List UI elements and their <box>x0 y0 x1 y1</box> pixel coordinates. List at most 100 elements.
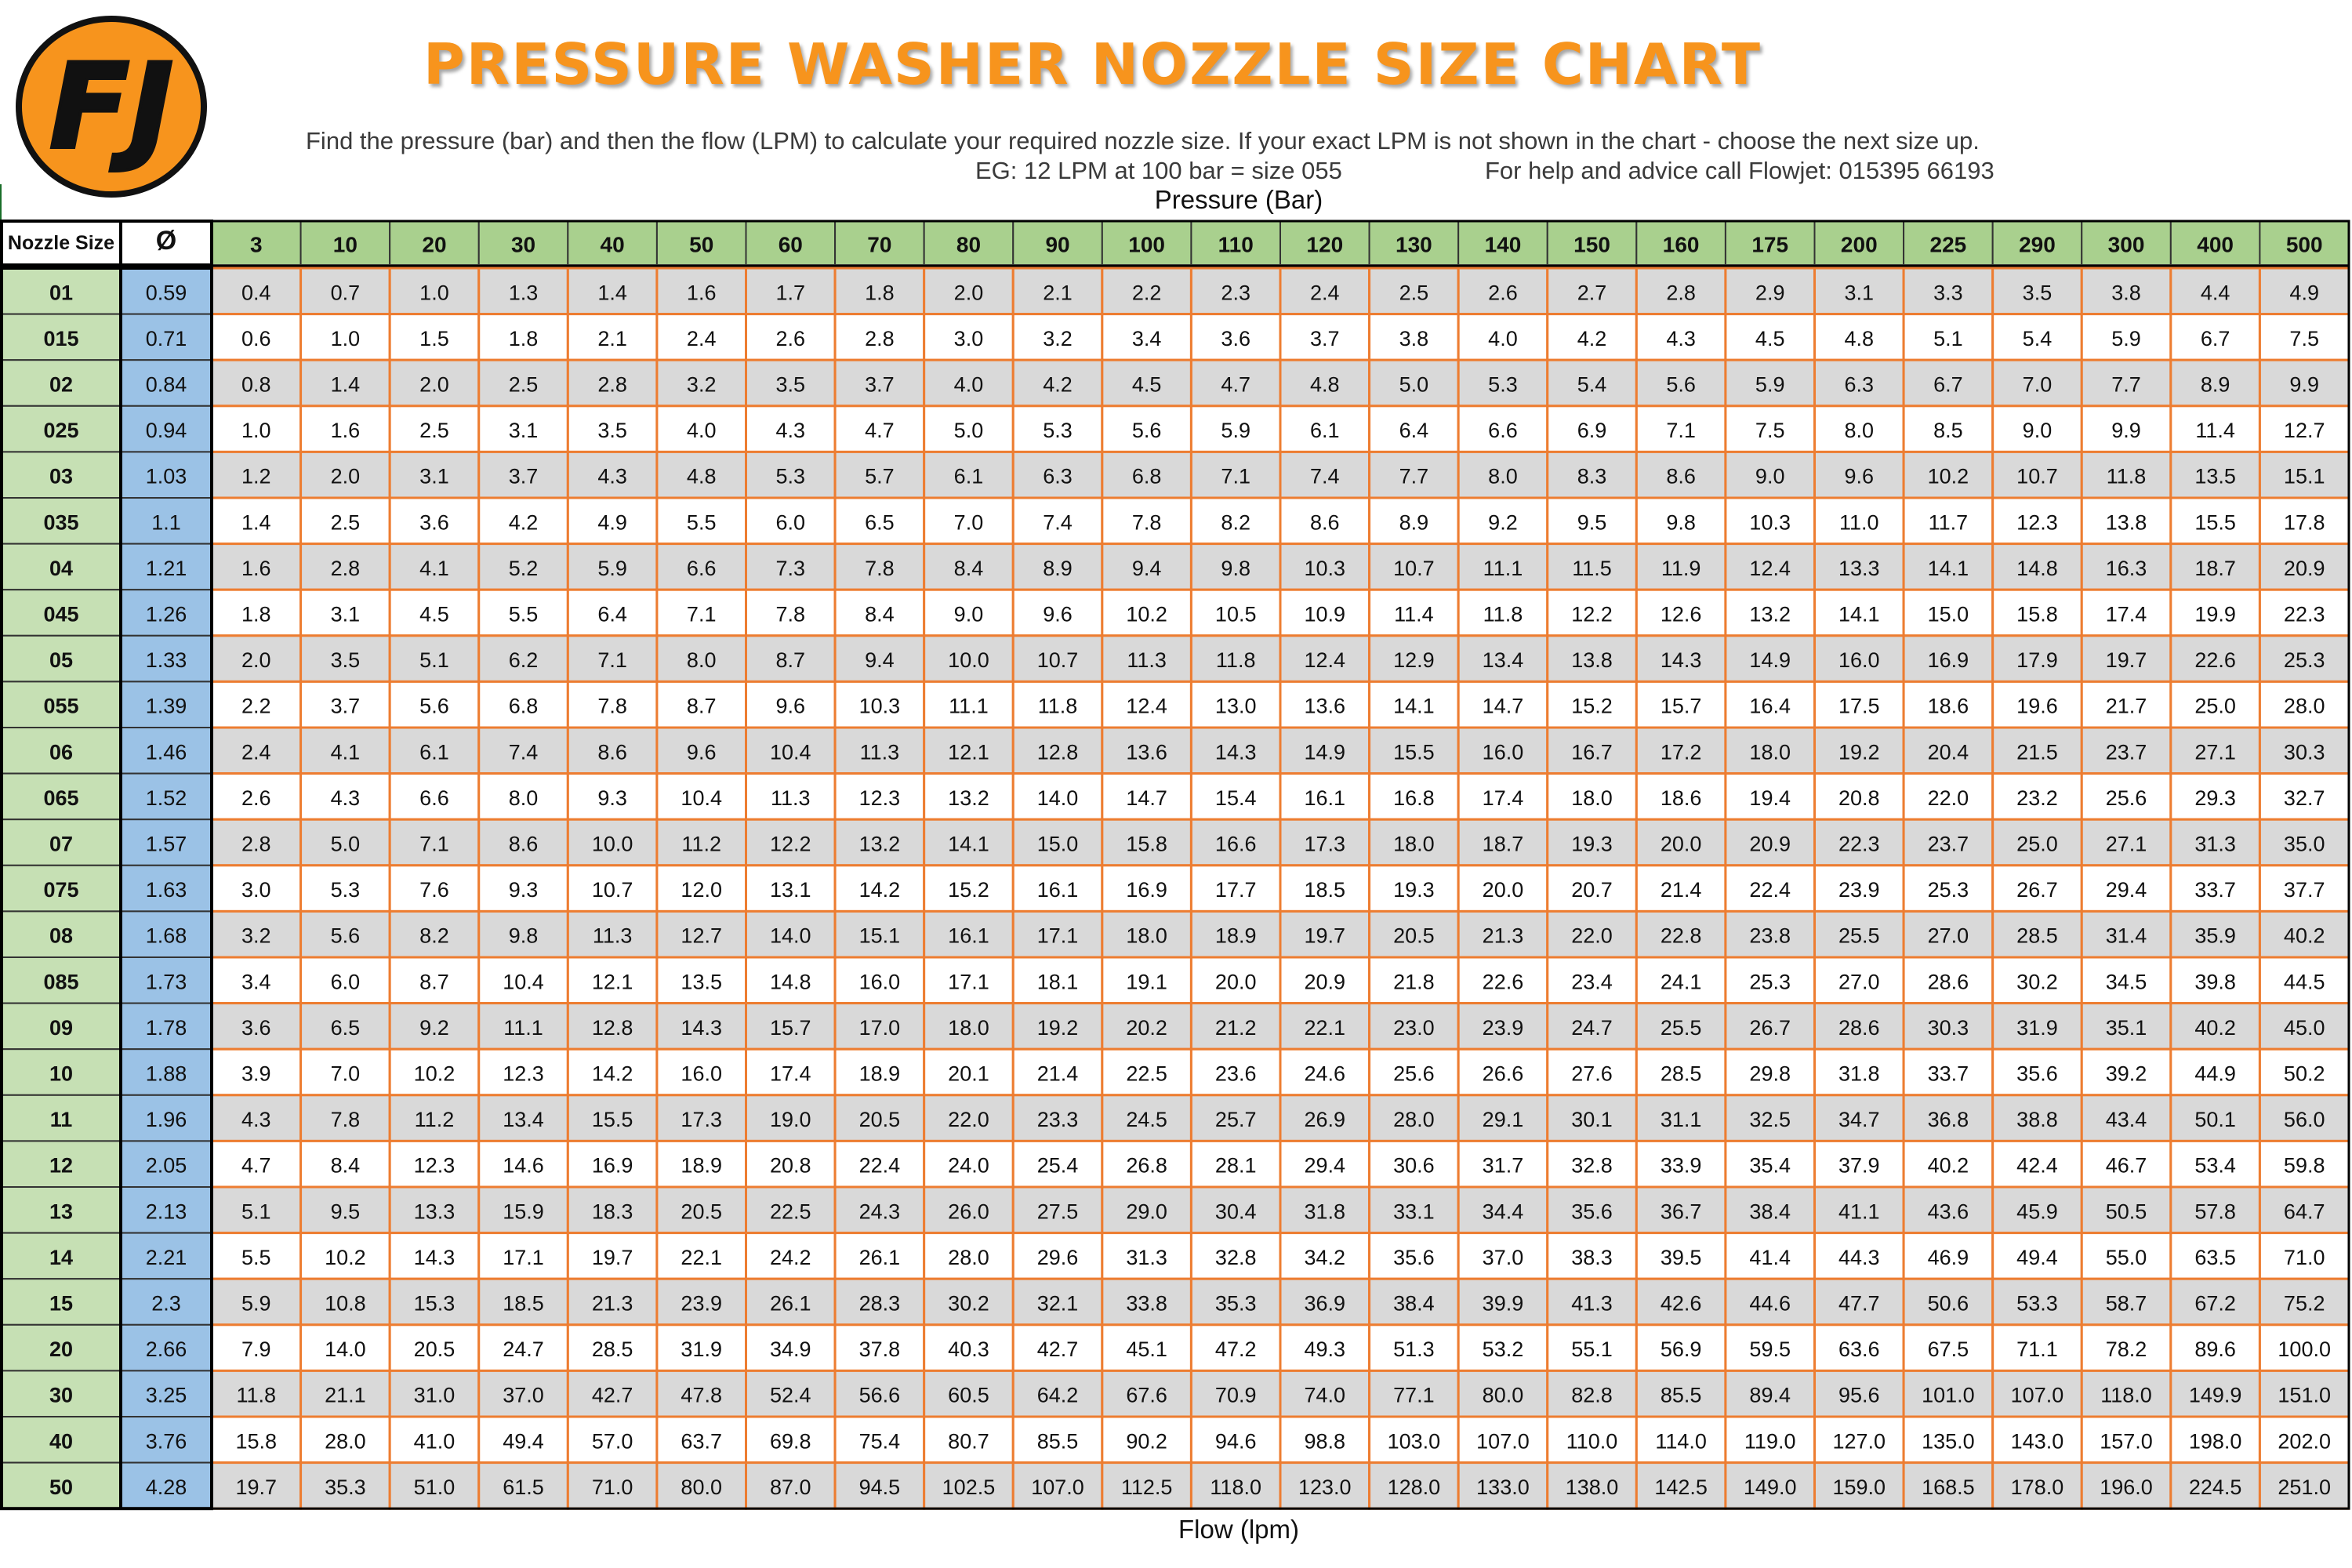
flow-value: 3.8 <box>2111 281 2141 304</box>
flow-value: 12.8 <box>592 1016 633 1040</box>
flow-cell <box>1546 267 1638 316</box>
flow-cell <box>1813 1277 1905 1327</box>
flow-cell <box>1991 313 2083 361</box>
nozzle-size-label: 50 <box>49 1475 73 1499</box>
flow-value: 102.5 <box>942 1475 996 1499</box>
flow-value: 6.6 <box>687 557 717 580</box>
flow-value: 11.4 <box>1394 603 1434 626</box>
flow-value: 1.6 <box>331 419 361 442</box>
flow-value: 20.0 <box>1661 833 1702 856</box>
flow-cell <box>1991 1047 2083 1097</box>
flow-cell <box>299 1002 391 1051</box>
flow-value: 35.3 <box>325 1475 366 1499</box>
flow-value: 6.0 <box>776 510 806 534</box>
flow-value: 32.5 <box>1749 1108 1791 1131</box>
flow-value: 44.6 <box>1749 1292 1791 1316</box>
flow-value: 2.2 <box>241 695 271 718</box>
flow-value: 12.1 <box>948 740 989 764</box>
flow-value: 11.3 <box>593 924 633 948</box>
flow-cell <box>1991 450 2083 499</box>
flow-cell <box>1991 1232 2083 1280</box>
flow-value: 4.9 <box>597 510 627 534</box>
flow-cell <box>1902 1415 1994 1465</box>
flow-value: 4.3 <box>331 786 361 810</box>
flow-value: 21.3 <box>1483 924 1524 948</box>
nozzle-size-cell <box>1 634 122 683</box>
flow-value: 30.4 <box>1215 1200 1257 1223</box>
flow-value: 2.6 <box>776 327 806 350</box>
pressure-header-label: 80 <box>956 233 981 257</box>
flow-value: 11.2 <box>681 833 721 856</box>
flow-value: 16.0 <box>681 1062 722 1086</box>
flow-value: 77.1 <box>1393 1384 1435 1407</box>
flow-cell <box>299 864 391 913</box>
flow-cell <box>745 726 837 775</box>
nozzle-size-label: 01 <box>49 281 73 304</box>
flow-value: 12.9 <box>1393 648 1435 672</box>
flow-value: 17.3 <box>681 1108 722 1131</box>
flow-value: 12.1 <box>592 970 633 993</box>
flow-cell <box>388 1094 481 1142</box>
flow-cell <box>655 543 748 591</box>
flow-value: 38.3 <box>1571 1246 1613 1269</box>
flow-cell <box>833 1094 926 1142</box>
diameter-label: 1.03 <box>146 465 187 488</box>
flow-value: 6.1 <box>1310 419 1340 442</box>
flow-value: 22.0 <box>1928 786 1969 810</box>
flow-value: 90.2 <box>1126 1429 1167 1453</box>
flow-cell <box>1635 313 1727 361</box>
flow-cell <box>1457 267 1549 316</box>
flow-value: 71.0 <box>2284 1246 2325 1269</box>
flow-cell <box>1101 864 1192 913</box>
flow-value: 3.0 <box>241 878 271 902</box>
flow-value: 23.7 <box>2106 740 2147 764</box>
flow-value: 19.1 <box>1126 970 1167 993</box>
nozzle-size-cell <box>1 681 122 729</box>
diameter-label: 1.1 <box>151 510 181 534</box>
flow-value: 42.4 <box>2016 1154 2058 1178</box>
flow-cell <box>1635 1369 1727 1418</box>
flow-value: 36.9 <box>1305 1292 1346 1316</box>
flow-value: 32.1 <box>1037 1292 1079 1316</box>
flow-value: 2.0 <box>954 281 984 304</box>
pressure-header-cell <box>834 220 925 266</box>
flow-value: 63.5 <box>2194 1246 2236 1269</box>
flow-value: 9.2 <box>419 1016 449 1040</box>
flow-value: 19.6 <box>2016 695 2058 718</box>
flow-cell <box>1368 450 1460 499</box>
flow-cell <box>1457 772 1549 821</box>
flow-value: 198.0 <box>2189 1429 2242 1453</box>
flow-value: 2.3 <box>1221 281 1250 304</box>
flow-value: 224.5 <box>2189 1475 2242 1499</box>
nozzle-size-label: 04 <box>49 557 73 580</box>
flow-cell <box>299 1369 391 1418</box>
flow-value: 4.1 <box>331 740 361 764</box>
flow-cell <box>833 680 926 729</box>
flow-value: 11.8 <box>237 1384 277 1407</box>
flow-value: 5.9 <box>1221 419 1250 442</box>
flow-value: 151.0 <box>2278 1384 2331 1407</box>
flow-value: 0.8 <box>241 373 271 397</box>
flow-cell <box>1902 496 1994 546</box>
flow-cell <box>2169 1232 2261 1280</box>
flow-value: 11.7 <box>1929 510 1969 534</box>
flow-value: 47.7 <box>1838 1292 1880 1316</box>
flow-value: 16.3 <box>2106 557 2147 580</box>
flow-value: 9.8 <box>1221 557 1250 580</box>
flow-cell <box>210 956 303 1005</box>
flow-cell <box>923 772 1014 821</box>
flow-cell <box>566 1139 659 1189</box>
flow-value: 11.8 <box>1216 648 1256 672</box>
flow-cell <box>1457 909 1549 959</box>
flow-value: 35.3 <box>1215 1292 1257 1316</box>
flow-cell <box>1813 496 1905 546</box>
flow-value: 27.1 <box>2106 833 2147 856</box>
flow-value: 6.6 <box>419 786 449 810</box>
flow-value: 28.5 <box>592 1338 633 1361</box>
flow-value: 23.2 <box>2016 786 2058 810</box>
flow-value: 37.7 <box>2284 878 2325 902</box>
flow-cell <box>1011 680 1104 729</box>
flow-value: 22.4 <box>859 1154 901 1178</box>
flow-value: 23.9 <box>1838 878 1880 902</box>
flow-value: 13.2 <box>859 833 901 856</box>
